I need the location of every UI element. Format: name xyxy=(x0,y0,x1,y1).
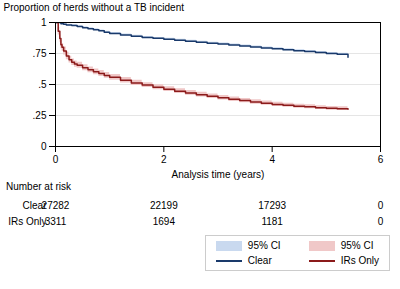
svg-text:0: 0 xyxy=(378,200,384,211)
svg-text:1694: 1694 xyxy=(153,216,176,227)
svg-text:IRs Only: IRs Only xyxy=(8,216,46,227)
html-text:95% CI: 95% CI xyxy=(247,240,281,251)
svg-text:Proportion of herds without a: Proportion of herds without a TB inciden… xyxy=(4,2,185,13)
html-text:IRs Only: IRs Only xyxy=(340,255,379,266)
svg-text:0: 0 xyxy=(41,141,47,152)
svg-text:27282: 27282 xyxy=(42,200,70,211)
svg-text:3311: 3311 xyxy=(45,216,67,227)
svg-text:0: 0 xyxy=(378,216,384,227)
svg-text:.25: .25 xyxy=(33,110,47,121)
html-text:Number at risk: Number at risk xyxy=(6,181,71,192)
svg-text:1: 1 xyxy=(41,17,47,28)
svg-text:1181: 1181 xyxy=(261,216,283,227)
svg-text:6: 6 xyxy=(378,154,384,165)
svg-text:0: 0 xyxy=(53,154,59,165)
html-text:Clear: Clear xyxy=(247,255,272,266)
svg-text:.5: .5 xyxy=(38,79,47,90)
html-text:95% CI: 95% CI xyxy=(340,240,374,251)
svg-text:2: 2 xyxy=(161,154,167,165)
svg-text:.75: .75 xyxy=(33,48,47,59)
svg-text:4: 4 xyxy=(269,154,275,165)
svg-text:Analysis time (years): Analysis time (years) xyxy=(172,169,265,180)
svg-text:22199: 22199 xyxy=(150,200,178,211)
svg-text:17293: 17293 xyxy=(258,200,286,211)
svg-text:Clear: Clear xyxy=(22,199,47,211)
